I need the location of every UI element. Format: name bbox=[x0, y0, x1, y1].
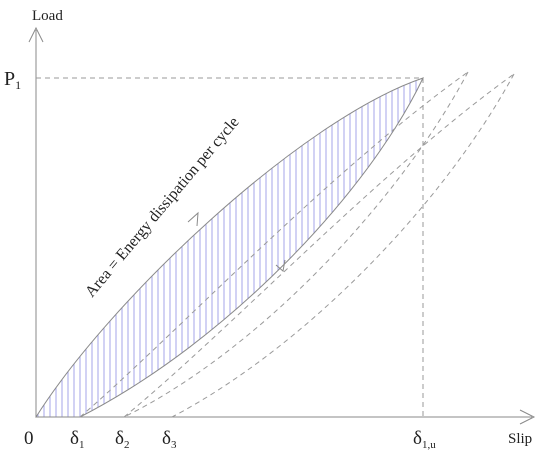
hysteresis-loop bbox=[35, 77, 424, 418]
delta2-label: δ2 bbox=[115, 428, 129, 451]
delta3-label: δ3 bbox=[162, 428, 177, 451]
x-axis-label: Slip bbox=[508, 431, 532, 447]
delta1-label: δ1 bbox=[70, 428, 84, 451]
unloading-arrow bbox=[275, 259, 286, 272]
x-axis-arrow bbox=[519, 409, 536, 425]
delta1u-label: δ1,u bbox=[413, 428, 436, 451]
cycle-2-unloading-curve bbox=[123, 71, 469, 418]
y-axis-label: Load bbox=[32, 8, 63, 24]
cycle-3-unloading-curve bbox=[171, 73, 515, 418]
cycle-2-loading-curve bbox=[79, 71, 469, 418]
loading-arrow bbox=[187, 211, 199, 227]
y-axis-arrow bbox=[28, 26, 44, 43]
p1-label: P1 bbox=[4, 68, 21, 92]
origin-label: 0 bbox=[24, 428, 34, 449]
